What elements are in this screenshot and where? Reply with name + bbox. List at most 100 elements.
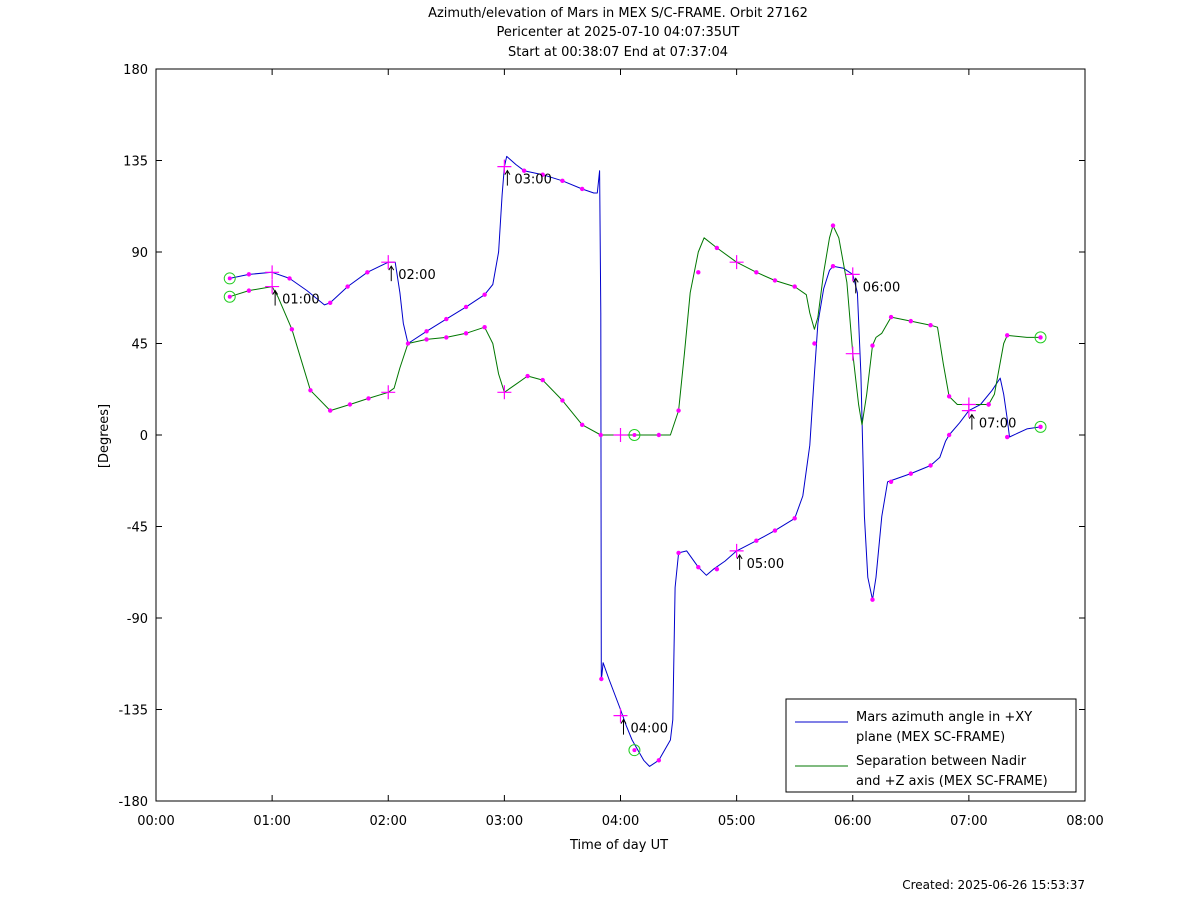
data-point-marker — [579, 186, 585, 192]
annotation-arrowhead — [968, 413, 975, 419]
series-lines — [229, 155, 1041, 767]
endpoint-dot — [1038, 335, 1043, 340]
hour-marker — [613, 428, 628, 442]
data-point-marker — [928, 323, 933, 328]
data-point-marker — [540, 377, 545, 383]
x-tick-label: 03:00 — [486, 814, 523, 829]
data-point-marker — [830, 223, 836, 228]
series-line-separation — [229, 225, 1041, 436]
data-point-marker — [444, 335, 449, 340]
data-point-marker — [482, 325, 487, 330]
chart-subtitle-pericenter: Pericenter at 2025-07-10 04:07:35UT — [496, 25, 739, 40]
data-point-marker — [696, 564, 701, 570]
annotation-arrowhead — [388, 265, 395, 271]
annotations: 01:00 02:00 03:00 04:00 05:00 06:00 07:00 — [272, 169, 1016, 737]
data-point-marker — [1004, 333, 1010, 338]
hour-marker — [265, 279, 280, 294]
data-point-marker — [772, 278, 778, 283]
hour-marker — [265, 265, 280, 280]
legend-box — [785, 698, 1077, 793]
data-point-marker — [246, 272, 252, 277]
endpoint-marker — [1034, 331, 1047, 344]
data-point-marker — [444, 316, 449, 322]
data-point-marker — [888, 314, 894, 320]
endpoint-dot — [227, 276, 232, 281]
data-point-marker — [714, 245, 720, 251]
endpoint-marker — [628, 744, 641, 757]
x-tick-label: 00:00 — [137, 814, 174, 829]
hour-marker — [381, 385, 396, 400]
data-point-marker — [830, 264, 836, 269]
data-point-marker — [365, 270, 370, 275]
data-point-marker — [656, 758, 662, 763]
hour-marker — [613, 708, 628, 723]
data-point-marker — [246, 288, 252, 293]
y-tick-label: 0 — [140, 429, 148, 444]
x-axis-label: Time of day UT — [569, 838, 668, 853]
data-point-marker — [598, 432, 603, 438]
annotation-arrowhead — [620, 718, 627, 724]
series-line-azimuth — [229, 155, 1041, 767]
data-point-marker — [656, 432, 662, 438]
y-tick-label: 90 — [131, 246, 148, 261]
annotation-label: 07:00 — [979, 417, 1016, 432]
data-point-marker — [986, 402, 991, 407]
hour-marker — [845, 267, 860, 282]
hour-marker — [729, 543, 744, 558]
hour-marker — [961, 397, 976, 412]
hour-marker — [497, 385, 512, 400]
data-point-marker — [463, 331, 469, 336]
data-point-marker — [870, 597, 875, 602]
data-point-marker — [560, 178, 565, 184]
annotation-label: 01:00 — [282, 293, 319, 308]
annotation-label: 03:00 — [514, 173, 551, 188]
endpoint-marker — [628, 429, 641, 441]
chart-subtitle-start-end: Start at 00:38:07 End at 07:37:04 — [508, 45, 728, 60]
data-point-marker — [525, 373, 530, 379]
data-point-marker — [908, 471, 914, 476]
annotation-arrowhead — [852, 277, 859, 283]
endpoint-dot — [632, 433, 637, 437]
x-tick-label: 05:00 — [718, 814, 755, 829]
x-tick-label: 04:00 — [602, 814, 639, 829]
data-point-marker — [540, 172, 545, 177]
data-point-marker — [908, 318, 914, 324]
data-point-marker — [424, 329, 429, 334]
data-point-marker — [345, 284, 350, 289]
hour-marker — [497, 159, 512, 174]
markers — [223, 159, 1047, 763]
annotation-arrowhead — [504, 169, 511, 175]
legend: Mars azimuth angle in +XY plane (MEX SC-… — [785, 698, 1077, 793]
data-point-marker — [812, 341, 817, 346]
y-tick-label: -90 — [127, 612, 148, 627]
annotation-label: 04:00 — [631, 722, 668, 737]
annotation-label: 02:00 — [398, 268, 435, 283]
annotation-label: 06:00 — [863, 280, 900, 295]
y-tick-label: 135 — [123, 155, 148, 170]
data-point-marker — [289, 327, 295, 332]
y-tick-label: -180 — [118, 795, 148, 810]
data-point-marker — [928, 463, 933, 468]
legend-label-azimuth-line1: Mars azimuth angle in +XY — [856, 710, 1032, 725]
data-point-marker — [599, 676, 604, 682]
x-tick-label: 06:00 — [834, 814, 871, 829]
data-point-marker — [888, 479, 894, 484]
data-point-marker — [792, 284, 797, 289]
data-point-marker — [405, 341, 411, 346]
y-axis-label: [Degrees] — [97, 404, 112, 468]
endpoint-marker — [223, 290, 236, 303]
data-point-marker — [463, 304, 469, 310]
endpoint-dot — [227, 294, 232, 299]
chart-title: Azimuth/elevation of Mars in MEX S/C-FRA… — [428, 6, 808, 21]
legend-label-azimuth-line2: plane (MEX SC-FRAME) — [856, 730, 1005, 745]
y-tick-label: -135 — [118, 704, 148, 719]
annotation-label: 05:00 — [747, 557, 784, 572]
data-point-marker — [287, 276, 292, 281]
x-tick-label: 08:00 — [1066, 814, 1103, 829]
endpoint-dot — [632, 748, 637, 753]
data-point-marker — [870, 343, 875, 348]
legend-label-separation-line2: and +Z axis (MEX SC-FRAME) — [856, 774, 1048, 789]
data-point-marker — [676, 408, 681, 413]
annotation-arrowhead — [272, 289, 279, 295]
